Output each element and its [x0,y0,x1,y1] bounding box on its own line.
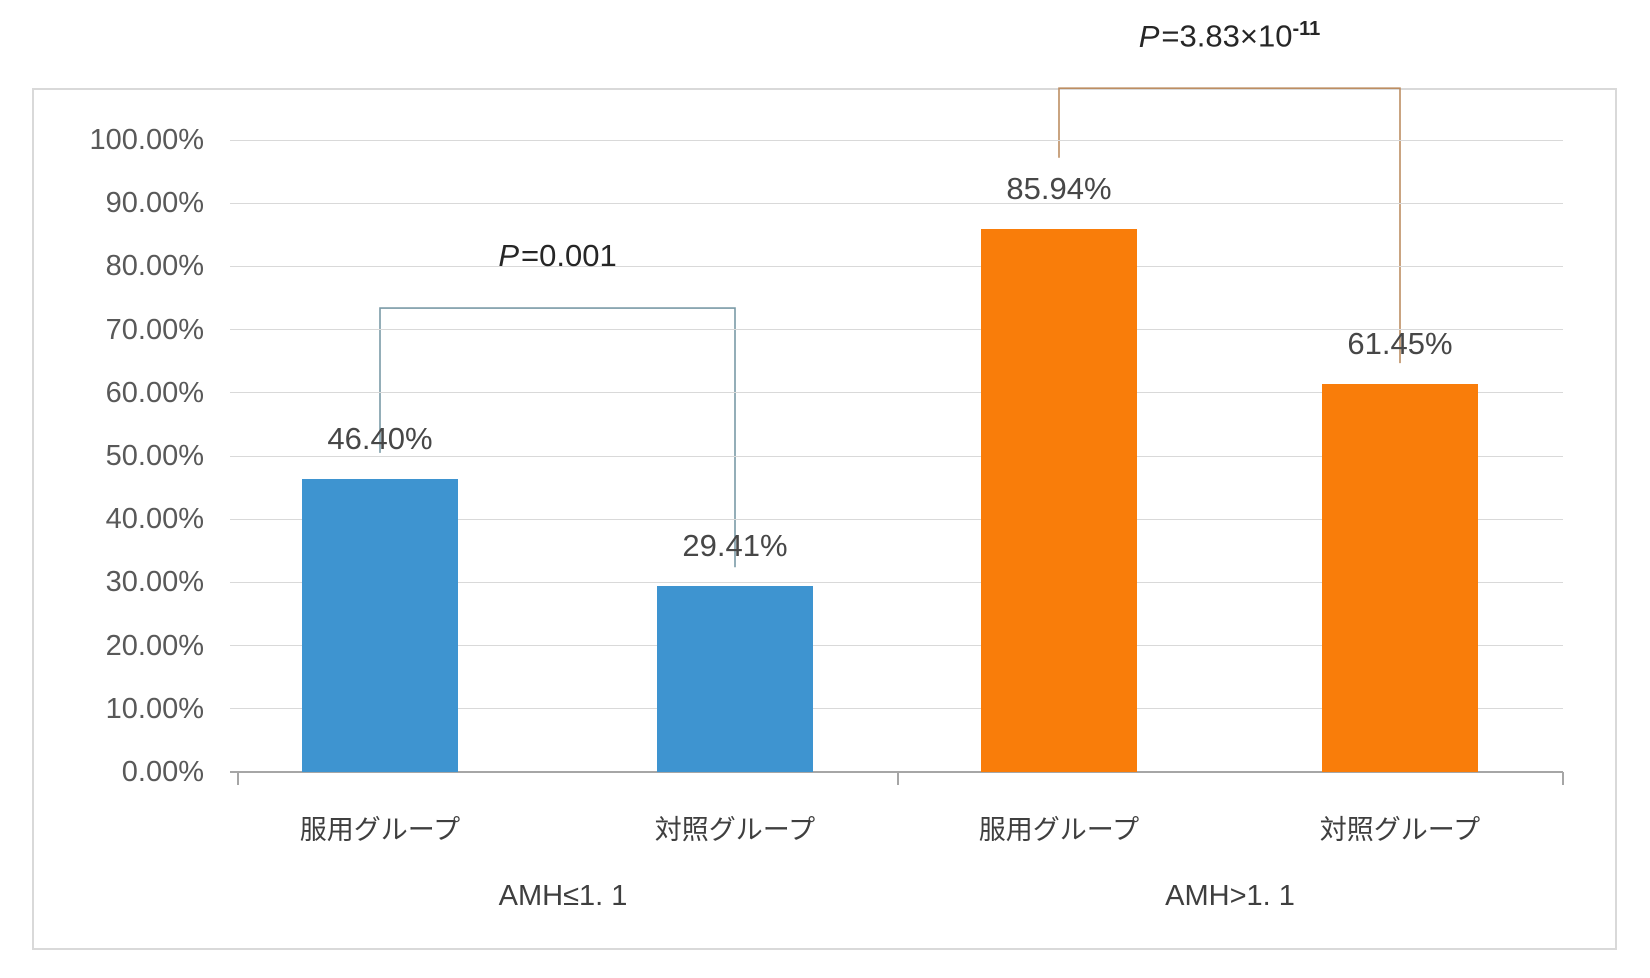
y-gridline [230,265,1563,267]
y-gridline [230,518,1563,520]
y-axis-tick-label: 60.00% [105,376,204,409]
bar-taisho-amh-low [657,586,813,772]
y-gridline [230,392,1563,394]
y-axis-tick-label: 70.00% [105,313,204,346]
x-axis-tick [1562,772,1564,785]
x-axis-tick [237,772,239,785]
bar-taisho-amh-high [1322,383,1478,772]
y-axis-tick-label: 20.00% [105,629,204,662]
y-gridline [230,708,1563,710]
y-axis-tick-label: 40.00% [105,503,204,536]
y-axis-tick-label: 90.00% [105,187,204,220]
p-value-label: P=0.001 [498,238,617,274]
y-axis-tick-label: 50.00% [105,440,204,472]
y-gridline [230,581,1563,583]
bar-data-label: 61.45% [1347,325,1453,361]
y-axis-tick-label: 30.00% [105,566,204,599]
y-axis-tick-label: 80.00% [105,250,204,283]
p-value-label: P=3.83×10-11 [1138,18,1321,54]
y-axis-tick-label: 10.00% [105,692,204,725]
y-axis-tick-label: 0.00% [121,756,204,788]
y-gridline [230,645,1563,647]
x-axis-line [230,771,1563,773]
bar-fukuyo-amh-high [981,228,1137,772]
y-gridline [230,455,1563,457]
significance-bracket [1058,87,1401,364]
x-group-label: AMH>1. 1 [1165,880,1295,912]
x-category-label: 服用グループ [978,815,1140,845]
significance-bracket [379,307,736,568]
x-category-label: 対照グループ [1319,815,1481,845]
x-category-label: 服用グループ [299,815,461,845]
x-category-label: 対照グループ [654,815,816,845]
x-axis-tick [897,772,899,785]
y-gridline [230,139,1563,141]
y-gridline [230,329,1563,331]
bar-data-label: 46.40% [327,420,433,456]
bar-data-label: 29.41% [682,528,788,564]
bar-data-label: 85.94% [1006,170,1112,206]
y-axis-tick-label: 100.00% [89,124,205,156]
y-gridline [230,202,1563,204]
bar-fukuyo-amh-low [302,478,458,772]
x-group-label: AMH≤1. 1 [498,880,628,912]
